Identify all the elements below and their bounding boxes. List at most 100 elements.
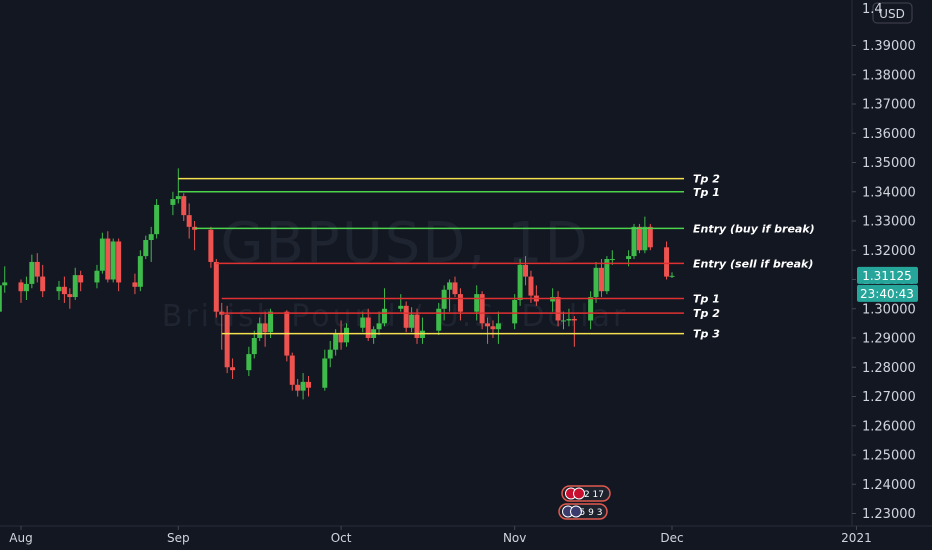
candle-body: [512, 299, 518, 324]
candle-body: [647, 226, 653, 248]
candle: [490, 320, 496, 338]
annotation-line[interactable]: Tp 1: [221, 293, 720, 306]
currency-unit-button[interactable]: USD: [872, 2, 913, 24]
candle-body: [289, 355, 295, 385]
candle-body: [23, 283, 29, 292]
candle-body: [72, 275, 78, 298]
candle-body: [18, 282, 24, 292]
watermark: GBPUSD, 1D British Pound / U.S. Dollar: [162, 211, 629, 334]
event-badge-us[interactable]: 5 9 3: [558, 503, 608, 520]
candle: [523, 256, 529, 286]
candle: [224, 305, 230, 374]
candle-body: [327, 349, 333, 359]
candle-body: [598, 267, 604, 292]
price-axis-partial-label: 1.4: [862, 2, 883, 17]
price-tick-label: 1.39000: [862, 39, 916, 54]
annotation-line[interactable]: Tp 2: [221, 307, 720, 320]
candle: [360, 311, 366, 333]
candle-body: [528, 276, 534, 296]
candle: [78, 270, 84, 292]
candle-body: [34, 261, 40, 277]
price-tick-label: 1.29000: [862, 332, 916, 347]
economic-events[interactable]: 2 17 5 9 3: [558, 485, 611, 520]
candle: [246, 346, 252, 377]
candle-body: [230, 367, 236, 371]
candle: [132, 273, 138, 295]
candle: [631, 223, 637, 260]
candle: [116, 238, 122, 292]
us-flag-icon: [570, 505, 582, 518]
candle-body: [170, 199, 176, 205]
candle: [18, 279, 24, 303]
candle: [381, 288, 387, 327]
watermark-description: British Pound / U.S. Dollar: [162, 299, 629, 334]
candle-body: [571, 318, 577, 321]
candle: [192, 221, 198, 251]
candle-body: [381, 308, 387, 324]
candle-body: [593, 267, 599, 298]
candle: [561, 311, 566, 330]
candle-body: [403, 305, 409, 328]
annotation-line[interactable]: Entry (sell if break): [216, 257, 813, 270]
candle-body: [517, 264, 523, 300]
candle-body: [636, 226, 642, 251]
annotation-line[interactable]: Tp 1: [178, 186, 720, 199]
candle: [571, 316, 577, 347]
price-tick-label: 1.24000: [862, 478, 916, 493]
candle-body: [208, 229, 214, 262]
candle: [148, 226, 154, 262]
candle-body: [257, 323, 263, 338]
price-tick-label: 1.33000: [862, 215, 916, 230]
annotation-label: Tp 2: [693, 307, 720, 320]
event-badge-gb[interactable]: 2 17: [561, 485, 611, 502]
candle: [154, 199, 160, 239]
candle-body: [306, 381, 312, 388]
candle: [609, 250, 615, 265]
annotation-line[interactable]: Tp 2: [178, 173, 720, 186]
candle-body: [414, 314, 420, 338]
candle: [344, 323, 349, 347]
candle: [566, 308, 572, 327]
candle: [284, 310, 290, 362]
candle-body: [40, 276, 46, 292]
candle-body: [94, 270, 100, 283]
candle: [512, 294, 518, 330]
candle: [598, 259, 604, 298]
price-tick-label: 1.28000: [862, 361, 916, 376]
price-axis[interactable]: [852, 0, 932, 526]
candle-body: [333, 333, 339, 350]
candle-body: [642, 226, 648, 251]
candle-body: [29, 261, 35, 284]
candle: [604, 256, 610, 295]
candle: [2, 266, 8, 293]
candle: [365, 308, 371, 341]
candle: [170, 191, 176, 216]
annotation-line[interactable]: Entry (buy if break): [194, 222, 815, 235]
candle-body: [452, 282, 458, 295]
candle-body: [555, 297, 561, 321]
candle: [105, 231, 111, 283]
price-tick-label: 1.25000: [862, 449, 916, 464]
price-tick-label: 1.27000: [862, 390, 916, 405]
candle-body: [360, 317, 366, 328]
candle: [186, 203, 192, 239]
time-tick-label: 2021: [841, 531, 872, 545]
candle: [398, 294, 404, 312]
annotation-line[interactable]: Tp 3: [221, 328, 720, 341]
price-tick-label: 1.23000: [862, 507, 916, 522]
candle: [409, 307, 415, 333]
candle: [452, 276, 458, 298]
candle-body: [588, 297, 594, 321]
annotation-label: Tp 1: [693, 293, 720, 306]
candle-body: [99, 238, 105, 271]
candle-body: [490, 326, 496, 330]
time-tick-label: Oct: [331, 531, 352, 545]
price-tick-label: 1.30000: [862, 302, 916, 317]
candle: [642, 216, 648, 254]
annotation-label: Tp 3: [693, 328, 720, 341]
candle: [403, 301, 409, 333]
price-tick-label: 1.26000: [862, 419, 916, 434]
candle-body: [376, 323, 382, 330]
